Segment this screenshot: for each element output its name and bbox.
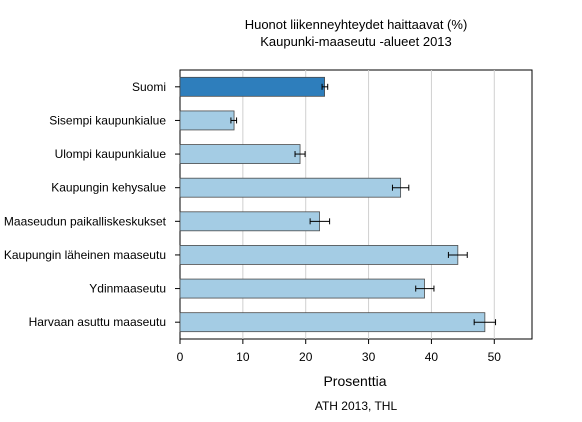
category-label-4: Maaseudun paikalliskeskukset (4, 214, 167, 228)
bar-6 (179, 278, 425, 299)
chart-subtitle: Kaupunki-maaseutu -alueet 2013 (260, 34, 452, 49)
category-label-2: Ulompi kaupunkialue (55, 147, 167, 161)
bar-0 (179, 76, 325, 97)
x-tick-label-4: 40 (425, 350, 439, 364)
x-tick-label-2: 20 (299, 350, 313, 364)
x-tick-label-5: 50 (488, 350, 502, 364)
category-label-0: Suomi (132, 80, 166, 94)
bar-2 (179, 144, 301, 164)
category-label-1: Sisempi kaupunkialue (49, 113, 166, 127)
plot-frame (179, 69, 533, 340)
bar-5 (179, 245, 459, 265)
x-tick-label-3: 30 (362, 350, 376, 364)
bar-1 (179, 110, 235, 131)
x-tick-label-1: 10 (236, 350, 250, 364)
bar-3 (179, 177, 402, 198)
x-axis-label: Prosenttia (323, 373, 386, 389)
category-label-3: Kaupungin kehysalue (51, 181, 166, 195)
bar-7 (179, 312, 486, 333)
category-label-7: Harvaan asuttu maaseutu (29, 315, 166, 329)
category-label-5: Kaupungin läheinen maaseutu (4, 248, 166, 262)
x-tick-label-0: 0 (177, 350, 184, 364)
source-note: ATH 2013, THL (314, 399, 398, 413)
chart-title: Huonot liikenneyhteydet haittaavat (%) (244, 17, 468, 32)
bar-4 (179, 211, 320, 232)
category-label-6: Ydinmaaseutu (89, 282, 166, 296)
